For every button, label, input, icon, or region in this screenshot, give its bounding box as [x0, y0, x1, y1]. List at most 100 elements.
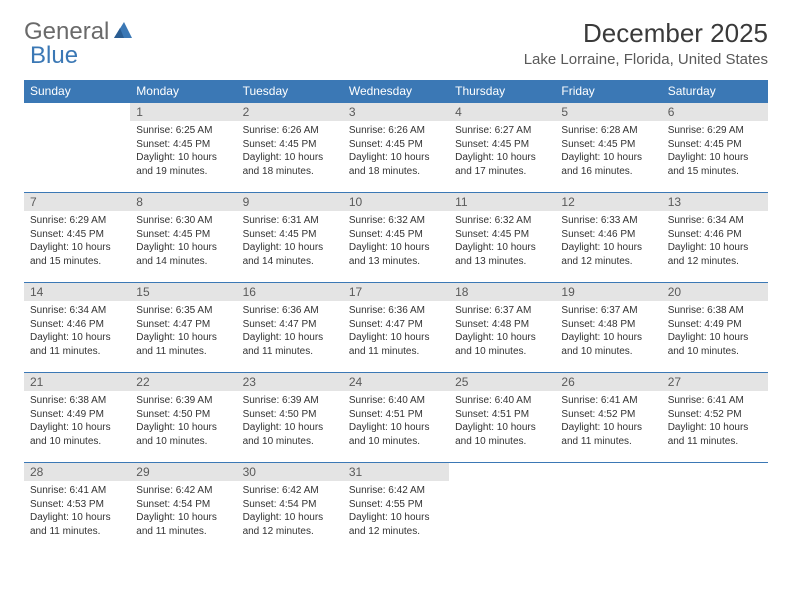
day-info: Sunrise: 6:34 AM Sunset: 4:46 PM Daylight:…: [24, 301, 130, 364]
day-number: 29: [130, 463, 236, 481]
calendar-cell: 1Sunrise: 6:25 AMSunset: 4:45 PMDaylight…: [130, 103, 236, 193]
daylight-line: Daylight: 10 hours and 16 minutes.: [561, 152, 642, 177]
calendar-row: 28Sunrise: 6:41 AMSunset: 4:53 PMDayligh…: [24, 463, 768, 553]
calendar-table: SundayMondayTuesdayWednesdayThursdayFrid…: [24, 80, 768, 553]
day-number: 28: [24, 463, 130, 481]
day-number: 19: [555, 283, 661, 301]
daylight-line: Daylight: 10 hours and 18 minutes.: [243, 152, 324, 177]
daylight-line: Daylight: 10 hours and 13 minutes.: [455, 242, 536, 267]
sunset-line: Sunset: 4:45 PM: [455, 139, 529, 150]
sunset-line: Sunset: 4:52 PM: [668, 409, 742, 420]
day-number: 12: [555, 193, 661, 211]
daylight-line: Daylight: 10 hours and 17 minutes.: [455, 152, 536, 177]
calendar-cell: 30Sunrise: 6:42 AMSunset: 4:54 PMDayligh…: [237, 463, 343, 553]
calendar-cell: 27Sunrise: 6:41 AMSunset: 4:52 PMDayligh…: [662, 373, 768, 463]
daylight-line: Daylight: 10 hours and 11 minutes.: [668, 422, 749, 447]
calendar-cell-empty: [449, 463, 555, 553]
calendar-cell: 13Sunrise: 6:34 AMSunset: 4:46 PMDayligh…: [662, 193, 768, 283]
calendar-cell: 10Sunrise: 6:32 AMSunset: 4:45 PMDayligh…: [343, 193, 449, 283]
calendar-cell: 24Sunrise: 6:40 AMSunset: 4:51 PMDayligh…: [343, 373, 449, 463]
sunset-line: Sunset: 4:53 PM: [30, 499, 104, 510]
calendar-cell: 8Sunrise: 6:30 AMSunset: 4:45 PMDaylight…: [130, 193, 236, 283]
daylight-line: Daylight: 10 hours and 11 minutes.: [30, 332, 111, 357]
day-info: Sunrise: 6:32 AMSunset: 4:45 PMDaylight:…: [343, 211, 449, 274]
sunrise-line: Sunrise: 6:34 AM: [30, 305, 106, 316]
day-header: Friday: [555, 80, 661, 103]
day-info: Sunrise: 6:38 AMSunset: 4:49 PMDaylight:…: [24, 391, 130, 454]
sunrise-line: Sunrise: 6:42 AM: [136, 485, 212, 496]
day-header: Monday: [130, 80, 236, 103]
day-number: 30: [237, 463, 343, 481]
sunset-line: Sunset: 4:51 PM: [349, 409, 423, 420]
day-number: 13: [662, 193, 768, 211]
day-info: Sunrise: 6:41 AMSunset: 4:53 PMDaylight:…: [24, 481, 130, 544]
calendar-row: 7Sunrise: 6:29 AMSunset: 4:45 PMDaylight…: [24, 193, 768, 283]
day-info: Sunrise: 6:29 AMSunset: 4:45 PMDaylight:…: [662, 121, 768, 184]
daylight-line: Daylight: 10 hours and 14 minutes.: [136, 242, 217, 267]
sunset-line: Sunset: 4:50 PM: [243, 409, 317, 420]
sunset-line: Sunset: 4:46 PM: [30, 319, 104, 330]
sunrise-line: Sunrise: 6:37 AM: [455, 305, 531, 316]
day-number: 2: [237, 103, 343, 121]
sunrise-line: Sunrise: 6:36 AM: [349, 305, 425, 316]
daylight-line: Daylight: 10 hours and 19 minutes.: [136, 152, 217, 177]
sunset-line: Sunset: 4:54 PM: [243, 499, 317, 510]
sunrise-line: Sunrise: 6:38 AM: [668, 305, 744, 316]
daylight-line: Daylight: 10 hours and 11 minutes.: [349, 332, 430, 357]
calendar-cell: 25Sunrise: 6:40 AMSunset: 4:51 PMDayligh…: [449, 373, 555, 463]
sunrise-line: Sunrise: 6:37 AM: [561, 305, 637, 316]
day-number: 3: [343, 103, 449, 121]
sunrise-line: Sunrise: 6:40 AM: [455, 395, 531, 406]
sunset-line: Sunset: 4:45 PM: [30, 229, 104, 240]
day-info: Sunrise: 6:39 AMSunset: 4:50 PMDaylight:…: [130, 391, 236, 454]
sunrise-line: Sunrise: 6:39 AM: [136, 395, 212, 406]
day-number: 24: [343, 373, 449, 391]
calendar-cell-empty: [24, 103, 130, 193]
day-info: Sunrise: 6:32 AMSunset: 4:45 PMDaylight:…: [449, 211, 555, 274]
day-number: 20: [662, 283, 768, 301]
title-block: December 2025 Lake Lorraine, Florida, Un…: [524, 18, 768, 68]
day-info: Sunrise: 6:40 AMSunset: 4:51 PMDaylight:…: [343, 391, 449, 454]
sunset-line: Sunset: 4:45 PM: [561, 139, 635, 150]
logo-text-blue-wrap: Blue: [30, 42, 78, 70]
header: General December 2025 Lake Lorraine, Flo…: [24, 18, 768, 68]
sunrise-line: Sunrise: 6:26 AM: [243, 125, 319, 136]
calendar-cell: 11Sunrise: 6:32 AMSunset: 4:45 PMDayligh…: [449, 193, 555, 283]
day-number: 23: [237, 373, 343, 391]
daylight-line: Daylight: 10 hours and 12 minutes.: [561, 242, 642, 267]
day-header: Saturday: [662, 80, 768, 103]
calendar-cell: 28Sunrise: 6:41 AMSunset: 4:53 PMDayligh…: [24, 463, 130, 553]
calendar-cell-empty: [662, 463, 768, 553]
day-info: Sunrise: 6:37 AMSunset: 4:48 PMDaylight:…: [449, 301, 555, 364]
sunrise-line: Sunrise: 6:29 AM: [30, 215, 106, 226]
day-number: 4: [449, 103, 555, 121]
day-info: Sunrise: 6:41 AMSunset: 4:52 PMDaylight:…: [662, 391, 768, 454]
day-info: Sunrise: 6:31 AMSunset: 4:45 PMDaylight:…: [237, 211, 343, 274]
sunset-line: Sunset: 4:45 PM: [455, 229, 529, 240]
calendar-cell: 14Sunrise: 6:34 AMSunset: 4:46 PMDayligh…: [24, 283, 130, 373]
day-number: 6: [662, 103, 768, 121]
sunset-line: Sunset: 4:48 PM: [455, 319, 529, 330]
day-info: Sunrise: 6:37 AMSunset: 4:48 PMDaylight:…: [555, 301, 661, 364]
day-info: Sunrise: 6:29 AMSunset: 4:45 PMDaylight:…: [24, 211, 130, 274]
day-info: Sunrise: 6:27 AM Sunset: 4:45 PM Daylight:…: [449, 121, 555, 184]
sunset-line: Sunset: 4:45 PM: [243, 139, 317, 150]
day-number: 1: [130, 103, 236, 121]
daylight-line: Daylight: 10 hours and 14 minutes.: [243, 242, 324, 267]
sunrise-line: Sunrise: 6:27 AM: [455, 125, 531, 136]
day-number: 16: [237, 283, 343, 301]
day-info: Sunrise: 6:28 AMSunset: 4:45 PMDaylight:…: [555, 121, 661, 184]
day-info: Sunrise: 6:30 AMSunset: 4:45 PMDaylight:…: [130, 211, 236, 274]
daylight-line: Daylight: 10 hours and 10 minutes.: [136, 422, 217, 447]
sunrise-line: Sunrise: 6:25 AM: [136, 125, 212, 136]
sunset-line: Sunset: 4:49 PM: [668, 319, 742, 330]
calendar-cell: 7Sunrise: 6:29 AMSunset: 4:45 PMDaylight…: [24, 193, 130, 283]
day-header: Sunday: [24, 80, 130, 103]
day-info: Sunrise: 6:35 AMSunset: 4:47 PMDaylight:…: [130, 301, 236, 364]
sunrise-line: Sunrise: 6:35 AM: [136, 305, 212, 316]
sunset-line: Sunset: 4:45 PM: [668, 139, 742, 150]
day-number: 17: [343, 283, 449, 301]
sunrise-line: Sunrise: 6:41 AM: [561, 395, 637, 406]
calendar-body: 1 Sunrise: 6:25 AM Sunset: 4:45 PM Daylight…: [24, 103, 768, 553]
calendar-cell-empty: [555, 463, 661, 553]
